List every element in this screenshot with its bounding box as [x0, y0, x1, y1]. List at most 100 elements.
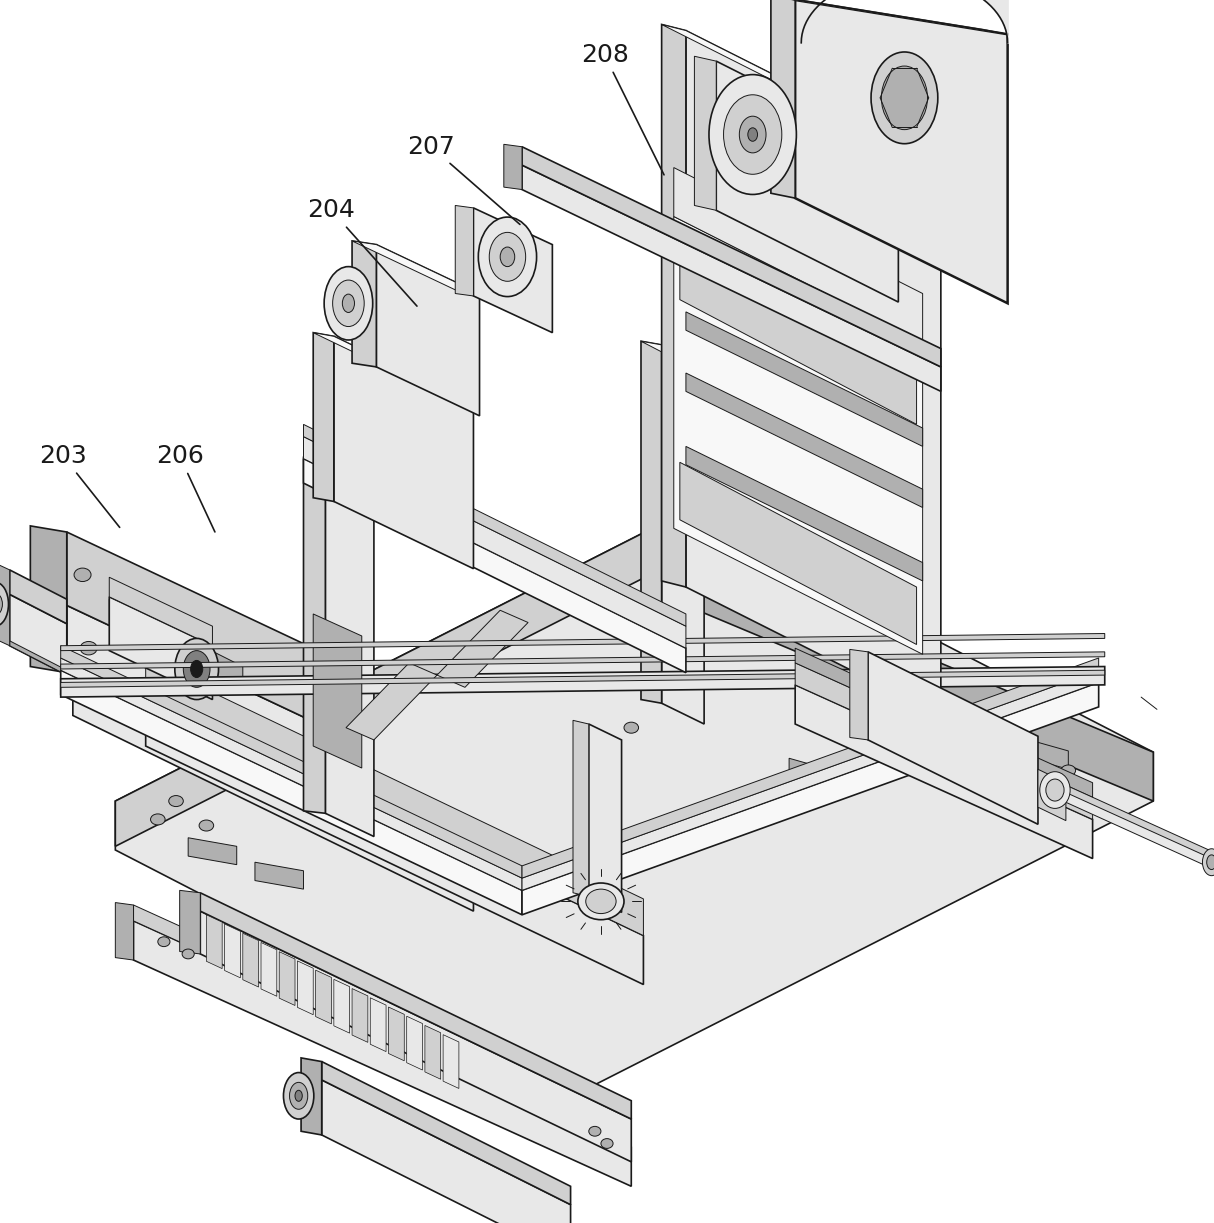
Polygon shape	[61, 652, 1105, 669]
Polygon shape	[662, 24, 686, 587]
Polygon shape	[376, 245, 480, 416]
Polygon shape	[279, 951, 295, 1005]
Ellipse shape	[489, 232, 526, 281]
Polygon shape	[200, 911, 631, 1162]
Polygon shape	[73, 648, 473, 868]
Ellipse shape	[199, 819, 214, 832]
Polygon shape	[188, 838, 237, 865]
Ellipse shape	[0, 593, 2, 615]
Polygon shape	[641, 341, 704, 367]
Polygon shape	[686, 31, 941, 715]
Polygon shape	[61, 667, 1105, 697]
Polygon shape	[674, 168, 923, 342]
Polygon shape	[313, 333, 473, 404]
Polygon shape	[304, 457, 325, 813]
Polygon shape	[304, 459, 686, 673]
Ellipse shape	[183, 651, 210, 687]
Ellipse shape	[589, 1126, 601, 1136]
Polygon shape	[522, 670, 1099, 890]
Polygon shape	[109, 599, 243, 691]
Polygon shape	[301, 1058, 322, 1135]
Polygon shape	[522, 165, 941, 391]
Ellipse shape	[739, 116, 766, 153]
Polygon shape	[771, 0, 795, 198]
Polygon shape	[313, 333, 334, 501]
Ellipse shape	[601, 1139, 613, 1148]
Ellipse shape	[0, 582, 8, 626]
Ellipse shape	[881, 66, 927, 130]
Polygon shape	[522, 682, 1099, 915]
Polygon shape	[473, 208, 552, 333]
Polygon shape	[868, 652, 1038, 824]
Ellipse shape	[724, 95, 782, 175]
Polygon shape	[1038, 769, 1066, 821]
Polygon shape	[67, 605, 352, 807]
Polygon shape	[573, 720, 589, 896]
Ellipse shape	[478, 218, 537, 296]
Polygon shape	[686, 446, 923, 581]
Polygon shape	[180, 890, 200, 954]
Polygon shape	[1008, 734, 1068, 769]
Polygon shape	[334, 336, 473, 569]
Ellipse shape	[624, 722, 639, 733]
Polygon shape	[73, 673, 473, 911]
Polygon shape	[795, 663, 1093, 819]
Polygon shape	[61, 634, 1105, 651]
Polygon shape	[874, 722, 935, 757]
Polygon shape	[589, 724, 622, 912]
Polygon shape	[680, 242, 917, 424]
Polygon shape	[522, 658, 1099, 878]
Ellipse shape	[324, 267, 373, 340]
Ellipse shape	[158, 937, 170, 947]
Polygon shape	[352, 241, 480, 294]
Polygon shape	[789, 758, 850, 794]
Polygon shape	[328, 807, 376, 834]
Polygon shape	[61, 670, 1105, 687]
Ellipse shape	[74, 567, 91, 581]
Ellipse shape	[342, 294, 354, 312]
Ellipse shape	[870, 51, 937, 143]
Ellipse shape	[151, 815, 165, 824]
Polygon shape	[200, 893, 631, 1119]
Polygon shape	[313, 614, 362, 768]
Polygon shape	[662, 24, 941, 159]
Polygon shape	[316, 970, 331, 1024]
Text: 204: 204	[307, 198, 416, 306]
Ellipse shape	[307, 709, 324, 722]
Polygon shape	[686, 312, 923, 446]
Polygon shape	[61, 670, 522, 915]
Ellipse shape	[283, 1073, 313, 1119]
Text: 207: 207	[407, 135, 520, 225]
Polygon shape	[686, 556, 1153, 801]
Polygon shape	[243, 933, 259, 987]
Ellipse shape	[169, 796, 183, 807]
Polygon shape	[10, 594, 67, 675]
Ellipse shape	[600, 746, 614, 757]
Ellipse shape	[182, 949, 194, 959]
Polygon shape	[297, 961, 313, 1015]
Polygon shape	[115, 903, 134, 960]
Polygon shape	[304, 437, 686, 648]
Ellipse shape	[175, 638, 219, 700]
Polygon shape	[370, 998, 386, 1052]
Polygon shape	[641, 341, 662, 703]
Ellipse shape	[748, 127, 758, 141]
Ellipse shape	[585, 889, 615, 914]
Polygon shape	[10, 641, 67, 675]
Polygon shape	[1066, 790, 1212, 868]
Polygon shape	[134, 921, 631, 1186]
Ellipse shape	[500, 247, 515, 267]
Polygon shape	[322, 1080, 571, 1223]
Polygon shape	[30, 526, 67, 673]
Polygon shape	[146, 697, 643, 985]
Polygon shape	[425, 1025, 441, 1079]
Polygon shape	[225, 925, 240, 978]
Text: 203: 203	[39, 444, 120, 527]
Polygon shape	[346, 663, 437, 740]
Polygon shape	[304, 424, 686, 626]
Ellipse shape	[1061, 766, 1076, 775]
Polygon shape	[134, 905, 631, 1147]
Polygon shape	[115, 511, 686, 846]
Polygon shape	[67, 532, 352, 740]
Polygon shape	[352, 988, 368, 1042]
